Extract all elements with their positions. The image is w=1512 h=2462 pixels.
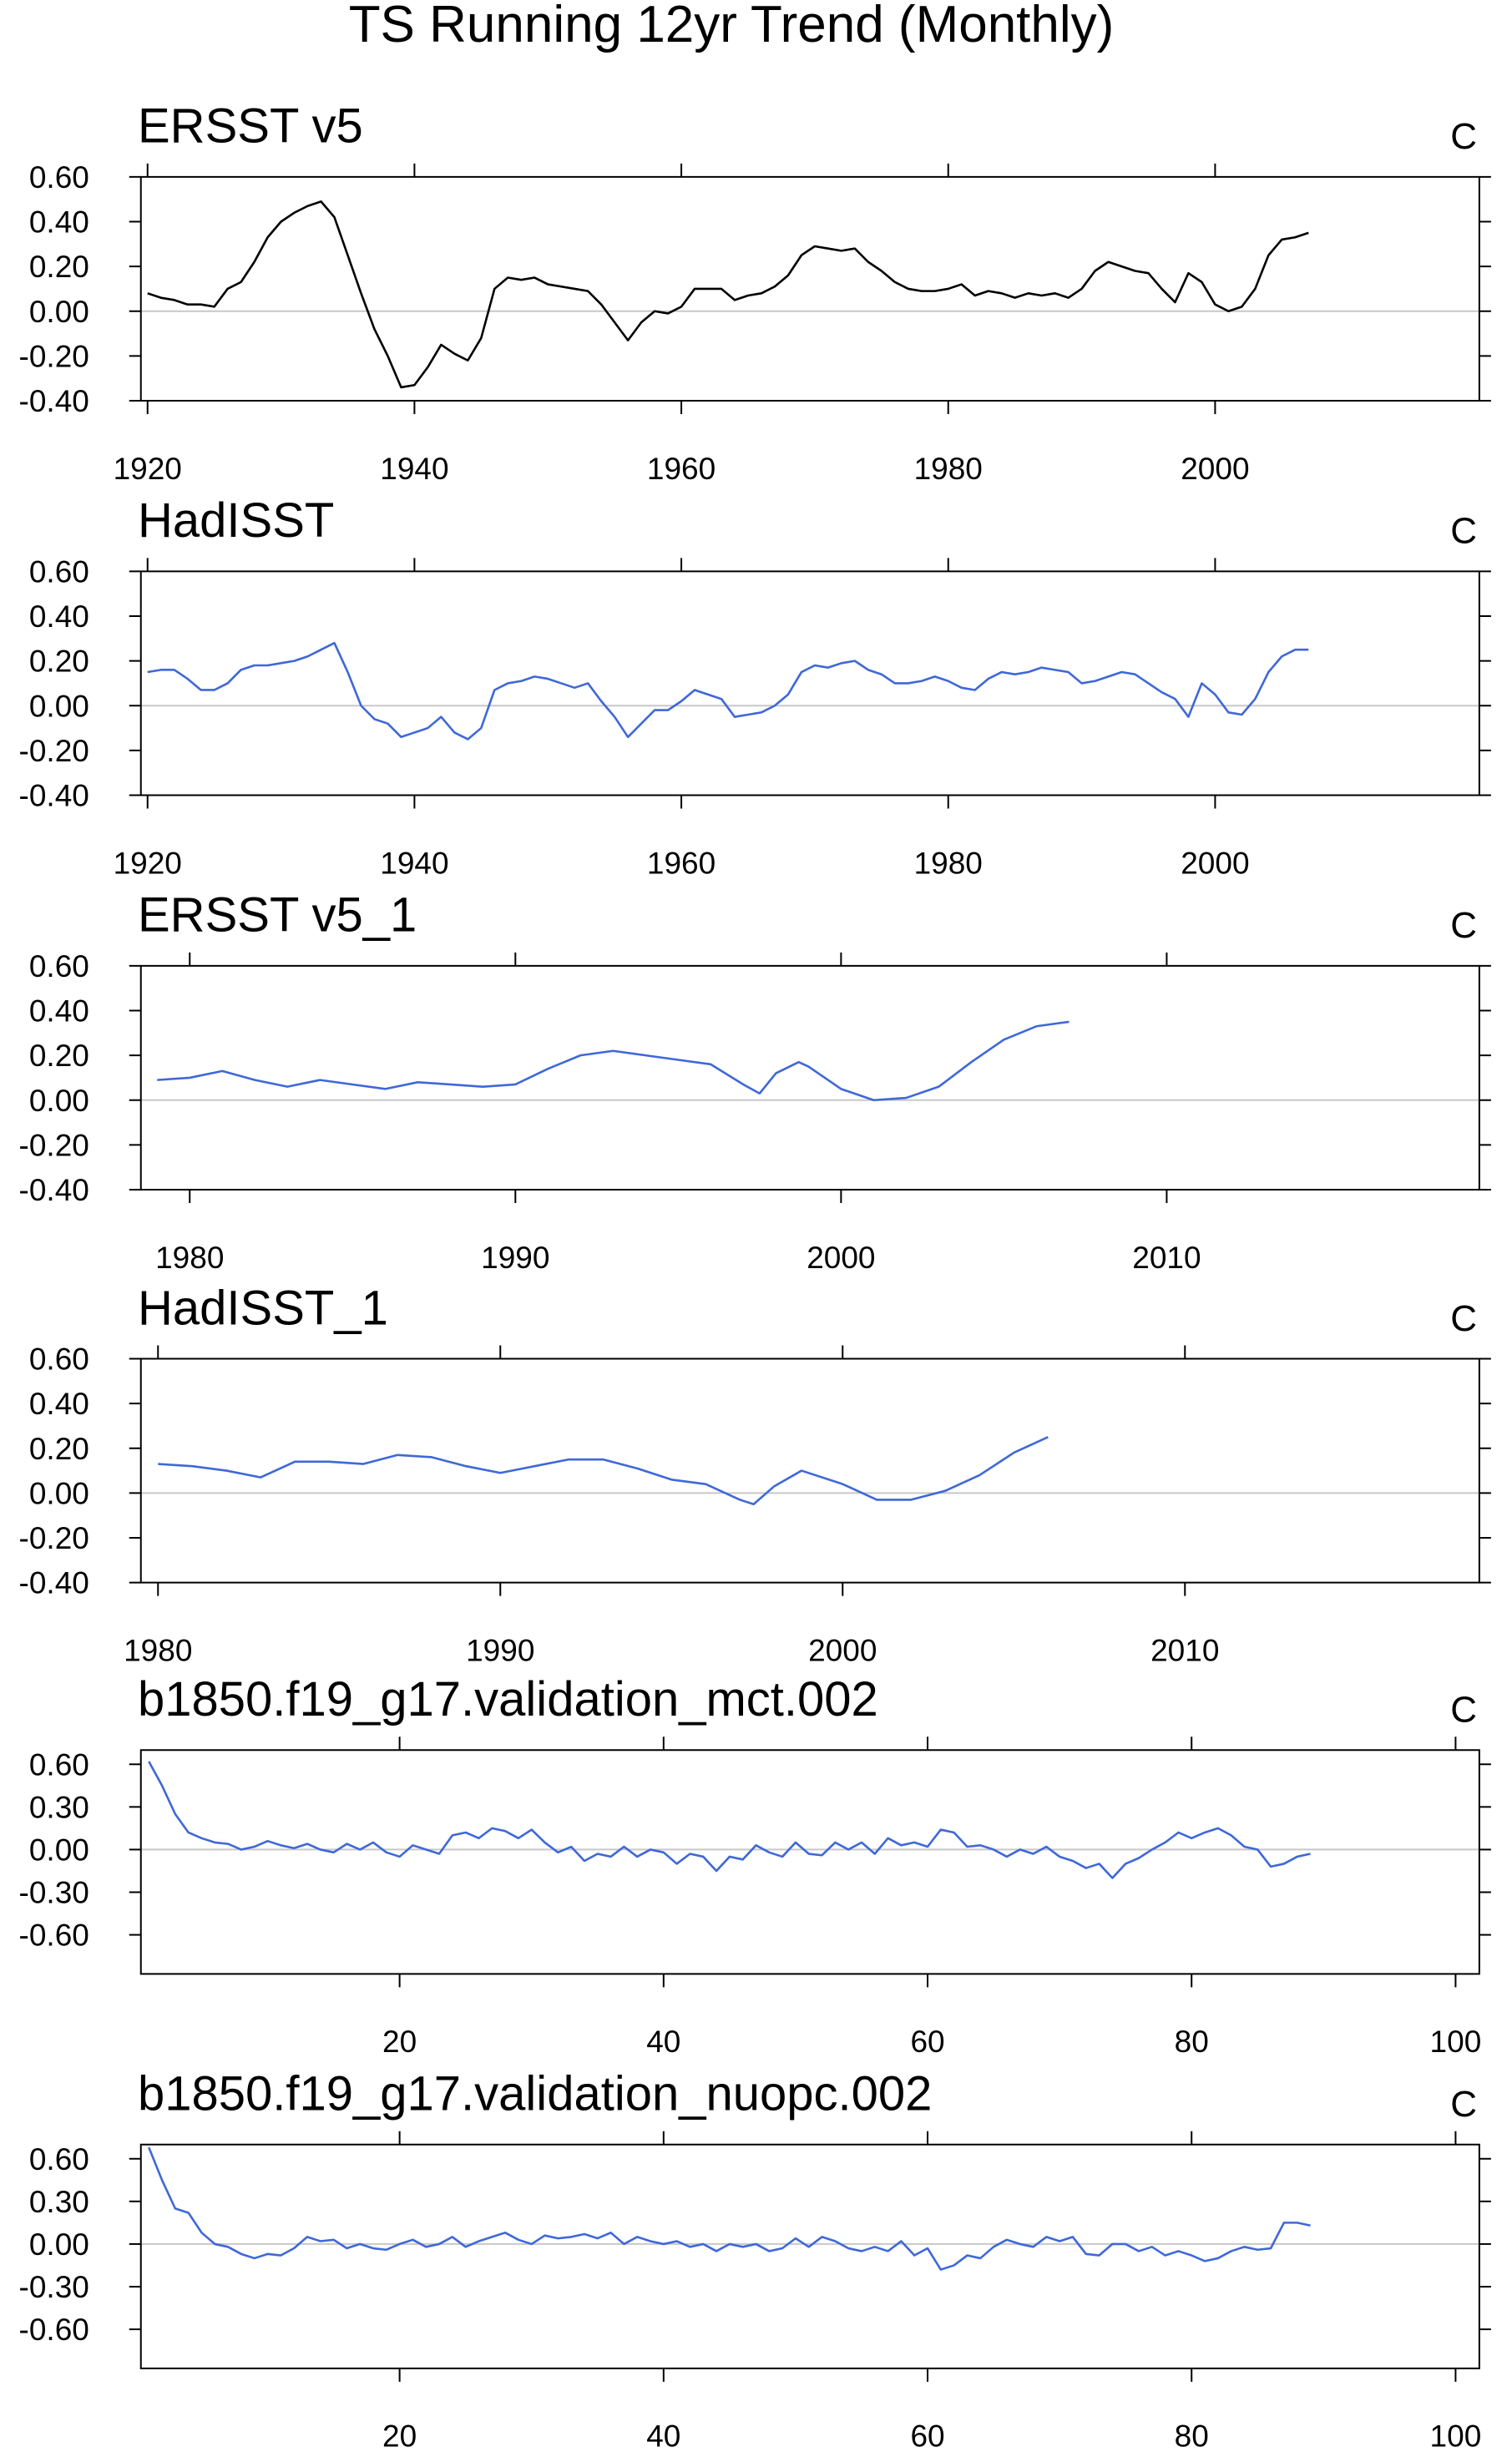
- panel-title: b1850.f19_g17.validation_mct.002: [138, 1672, 878, 1726]
- y-tick-label: 0.00: [29, 689, 89, 723]
- y-tick-label: -0.40: [19, 384, 89, 418]
- y-tick-label: 0.60: [29, 1747, 89, 1782]
- units-label: C: [1450, 511, 1477, 552]
- y-tick-label: -0.60: [19, 2313, 89, 2347]
- y-tick-label: 0.00: [29, 1084, 89, 1118]
- units-label: C: [1450, 2084, 1477, 2125]
- y-tick-label: 0.20: [29, 250, 89, 284]
- x-tick-label: 100: [1430, 2419, 1482, 2454]
- y-tick-label: -0.20: [19, 339, 89, 373]
- data-line: [148, 2146, 1311, 2271]
- y-tick-label: 0.40: [29, 205, 89, 240]
- y-tick-label: 0.60: [29, 949, 89, 983]
- y-tick-label: -0.30: [19, 2270, 89, 2304]
- x-tick-label: 1960: [647, 846, 716, 880]
- y-tick-label: 0.20: [29, 1039, 89, 1073]
- x-tick-label: 2010: [1150, 1633, 1219, 1667]
- y-tick-label: -0.40: [19, 1173, 89, 1207]
- x-tick-label: 1990: [481, 1241, 549, 1275]
- units-label: C: [1450, 1690, 1477, 1731]
- y-tick-label: 0.30: [29, 1790, 89, 1824]
- x-tick-label: 100: [1430, 2025, 1482, 2059]
- y-tick-label: -0.20: [19, 734, 89, 768]
- y-tick-label: -0.40: [19, 779, 89, 813]
- panel-title: b1850.f19_g17.validation_nuopc.002: [138, 2067, 932, 2121]
- data-line: [158, 1436, 1049, 1506]
- y-tick-label: 0.00: [29, 2227, 89, 2262]
- y-tick-label: -0.20: [19, 1521, 89, 1555]
- x-tick-label: 1980: [914, 846, 983, 880]
- plot-frame: [139, 1749, 1480, 1975]
- y-tick-label: -0.20: [19, 1128, 89, 1162]
- x-tick-label: 60: [910, 2419, 944, 2454]
- x-tick-label: 80: [1175, 2419, 1209, 2454]
- y-tick-label: -0.60: [19, 1919, 89, 1953]
- units-label: C: [1450, 1298, 1477, 1339]
- x-tick-label: 1980: [155, 1241, 224, 1275]
- panel-title: HadISST: [138, 493, 334, 548]
- panel-title: ERSST v5: [138, 99, 363, 154]
- x-tick-label: 20: [382, 2419, 417, 2454]
- y-tick-label: 0.60: [29, 1342, 89, 1377]
- plot-frame: [139, 2143, 1480, 2369]
- data-line: [147, 641, 1309, 741]
- y-tick-label: -0.40: [19, 1566, 89, 1600]
- x-tick-label: 2000: [808, 1633, 877, 1667]
- y-tick-label: 0.00: [29, 1476, 89, 1510]
- plot-frame: [139, 175, 1480, 402]
- data-line: [148, 1761, 1311, 1879]
- units-label: C: [1450, 905, 1477, 946]
- y-tick-label: 0.20: [29, 1432, 89, 1466]
- x-tick-label: 2000: [1181, 452, 1249, 486]
- x-tick-label: 80: [1175, 2025, 1209, 2059]
- y-tick-label: 0.60: [29, 160, 89, 195]
- y-tick-label: 0.30: [29, 2185, 89, 2219]
- x-tick-label: 1920: [114, 846, 182, 880]
- x-tick-label: 1980: [914, 452, 983, 486]
- x-tick-label: 2000: [807, 1241, 875, 1275]
- x-tick-label: 40: [646, 2025, 680, 2059]
- y-tick-label: 0.00: [29, 1833, 89, 1867]
- y-tick-label: 0.20: [29, 645, 89, 679]
- units-label: C: [1450, 116, 1477, 157]
- y-tick-label: -0.30: [19, 1875, 89, 1909]
- plot-frame: [139, 1357, 1480, 1584]
- x-tick-label: 1940: [380, 846, 448, 880]
- x-tick-label: 1980: [124, 1633, 192, 1667]
- y-tick-label: 0.40: [29, 599, 89, 634]
- y-tick-label: 0.60: [29, 554, 89, 589]
- figure-title: TS Running 12yr Trend (Monthly): [349, 0, 1115, 53]
- x-tick-label: 1940: [380, 452, 448, 486]
- x-tick-label: 1990: [466, 1633, 534, 1667]
- x-tick-label: 60: [910, 2025, 944, 2059]
- x-tick-label: 1920: [114, 452, 182, 486]
- plot-frame: [139, 570, 1480, 796]
- y-tick-label: 0.40: [29, 994, 89, 1029]
- y-tick-label: 0.60: [29, 2142, 89, 2176]
- y-tick-label: 0.00: [29, 295, 89, 329]
- data-line: [157, 1020, 1070, 1102]
- y-tick-label: 0.40: [29, 1387, 89, 1421]
- x-tick-label: 1960: [647, 452, 716, 486]
- panel-title: HadISST_1: [138, 1281, 388, 1335]
- x-tick-label: 2000: [1181, 846, 1249, 880]
- x-tick-label: 2010: [1132, 1241, 1201, 1275]
- panel-title: ERSST v5_1: [138, 888, 417, 943]
- x-tick-label: 40: [646, 2419, 680, 2454]
- plot-frame: [139, 964, 1480, 1191]
- data-line: [147, 200, 1309, 389]
- x-tick-label: 20: [382, 2025, 417, 2059]
